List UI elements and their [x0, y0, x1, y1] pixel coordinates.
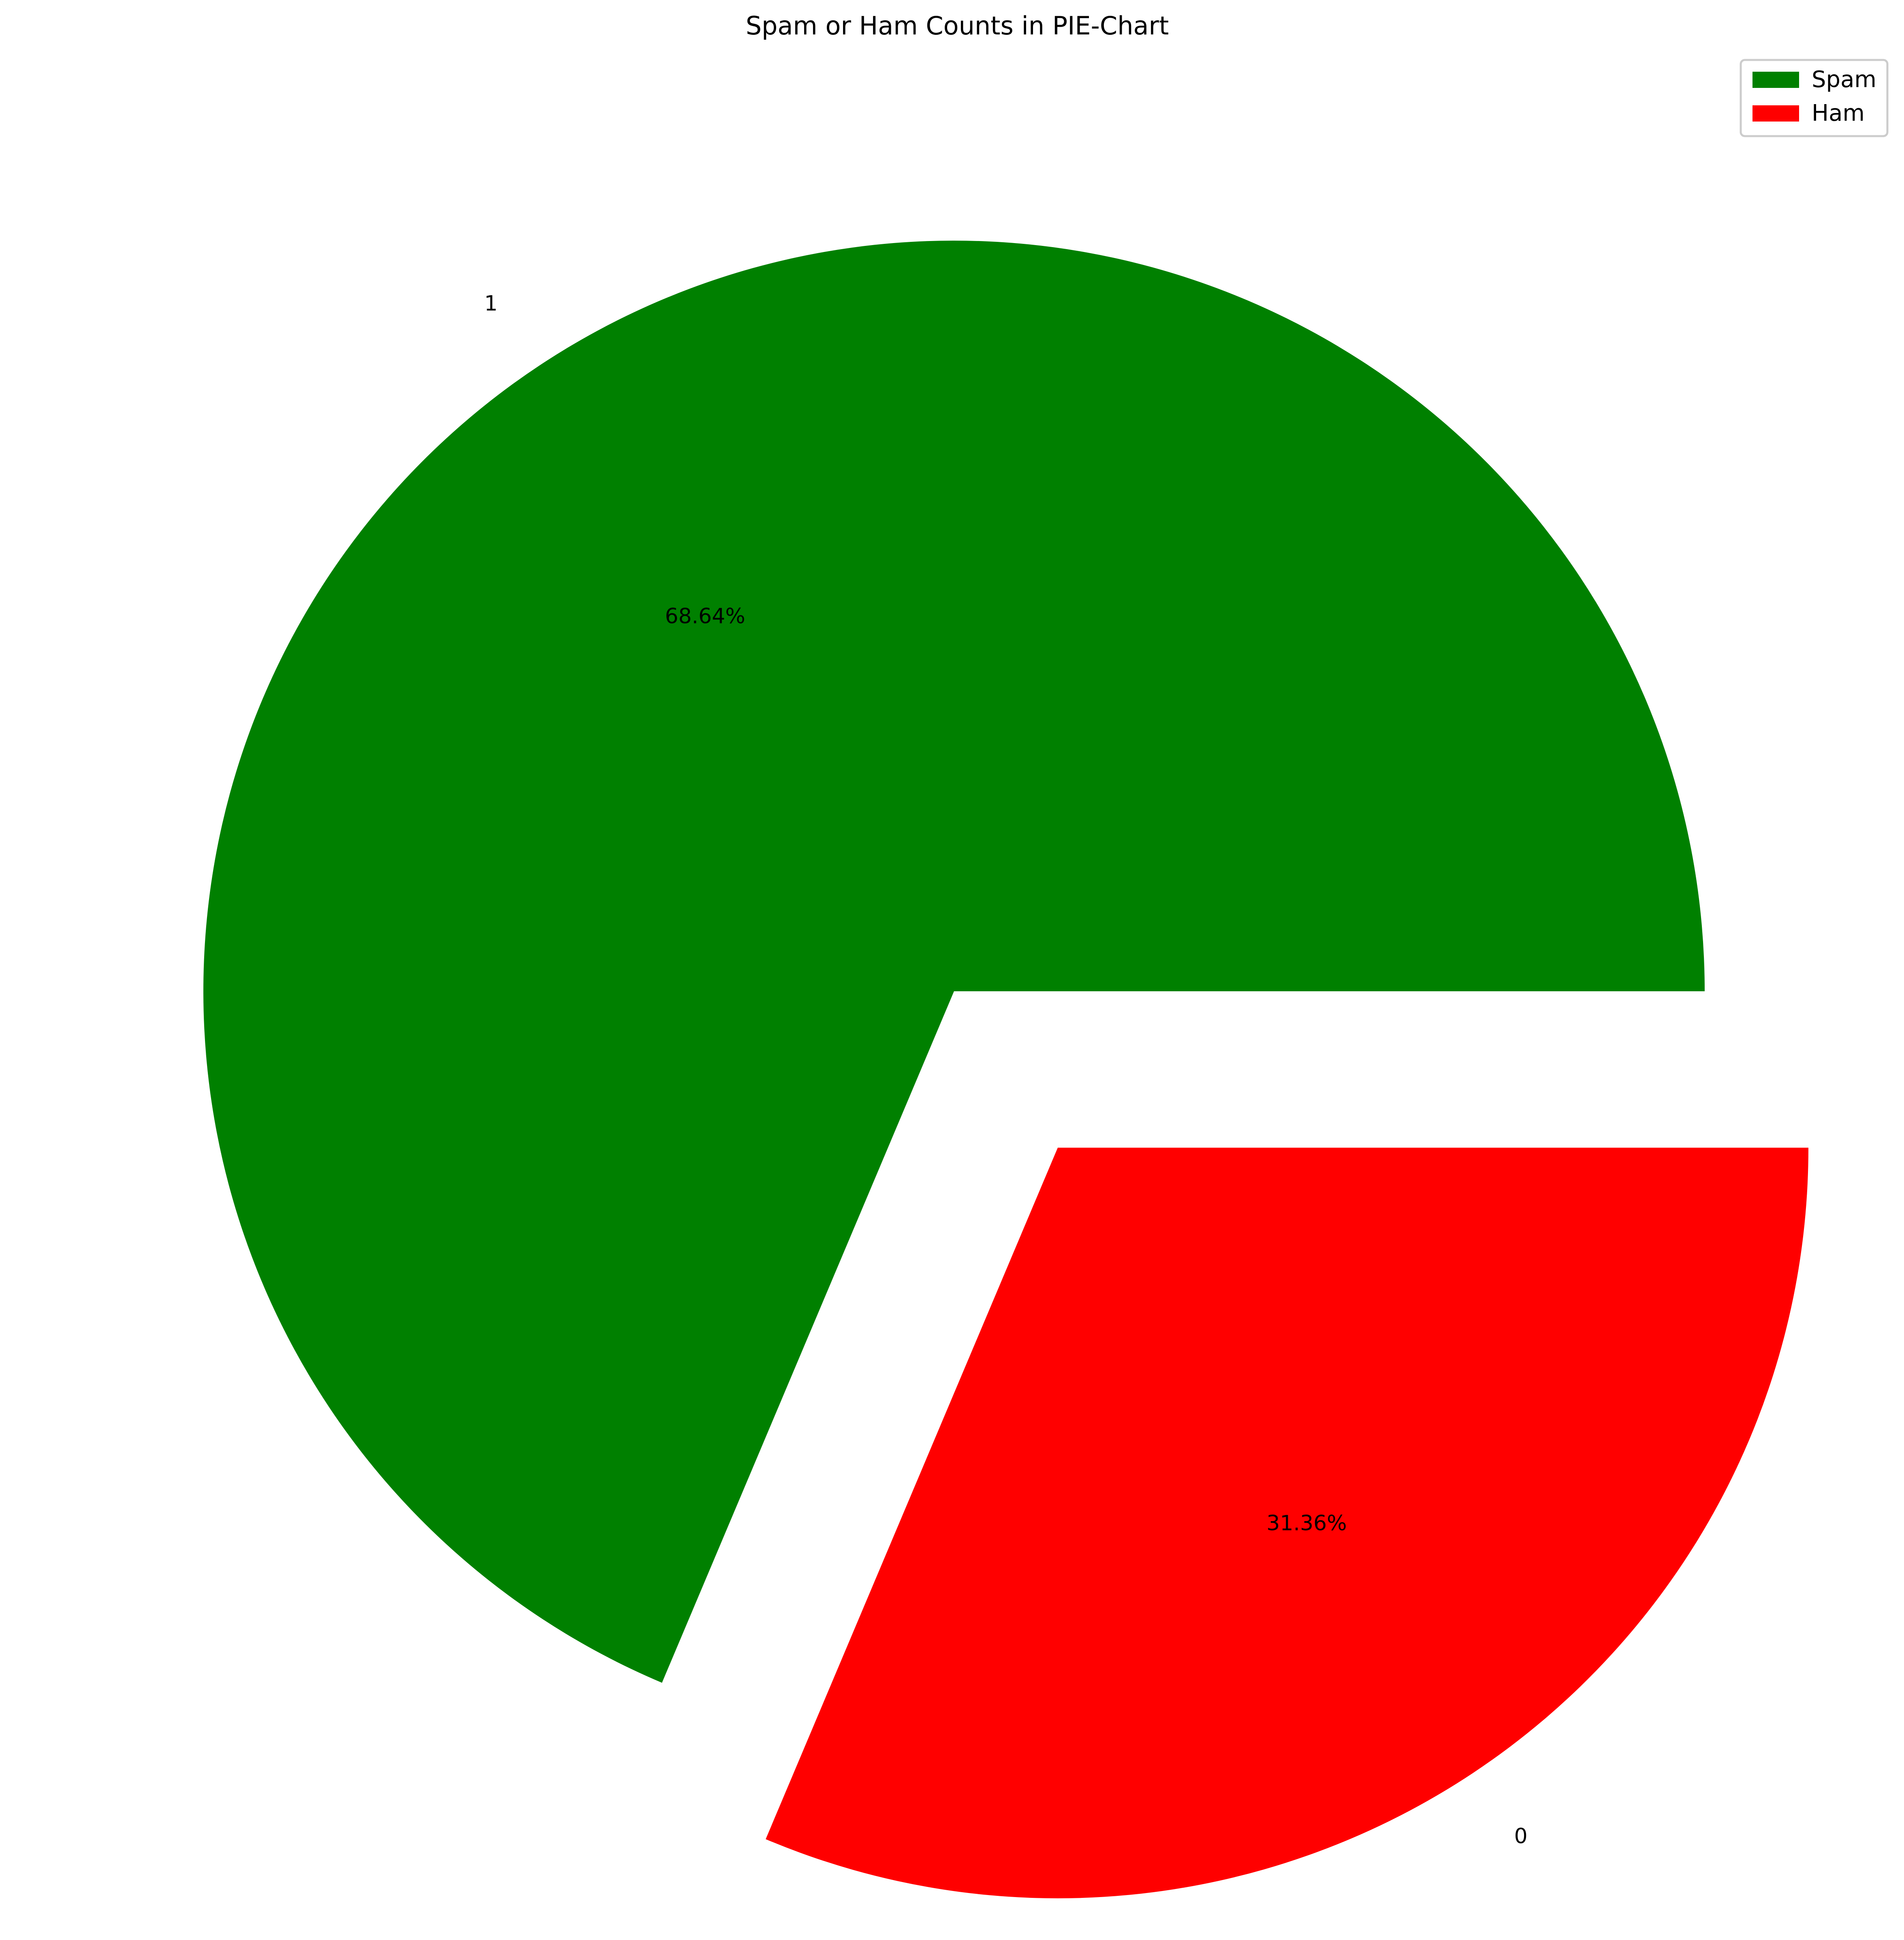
- slice-percent-label: 31.36%: [1266, 1511, 1347, 1536]
- chart-legend: Spam Ham: [1740, 59, 1889, 137]
- pie-slice-0: [766, 1148, 1809, 1899]
- slice-category-label: 1: [484, 291, 497, 316]
- pie-slice-1: [203, 240, 1705, 1683]
- legend-label-spam: Spam: [1812, 66, 1876, 93]
- legend-swatch-ham: [1752, 105, 1799, 122]
- chart-title: Spam or Ham Counts in PIE-Chart: [746, 11, 1169, 41]
- legend-swatch-spam: [1752, 72, 1799, 88]
- slice-category-label: 0: [1514, 1824, 1528, 1848]
- slice-percent-label: 68.64%: [665, 604, 745, 628]
- pie-labels: 68.64% 1 31.36% 0: [484, 291, 1527, 1848]
- pie-slices: [203, 240, 1809, 1899]
- legend-label-ham: Ham: [1812, 100, 1865, 126]
